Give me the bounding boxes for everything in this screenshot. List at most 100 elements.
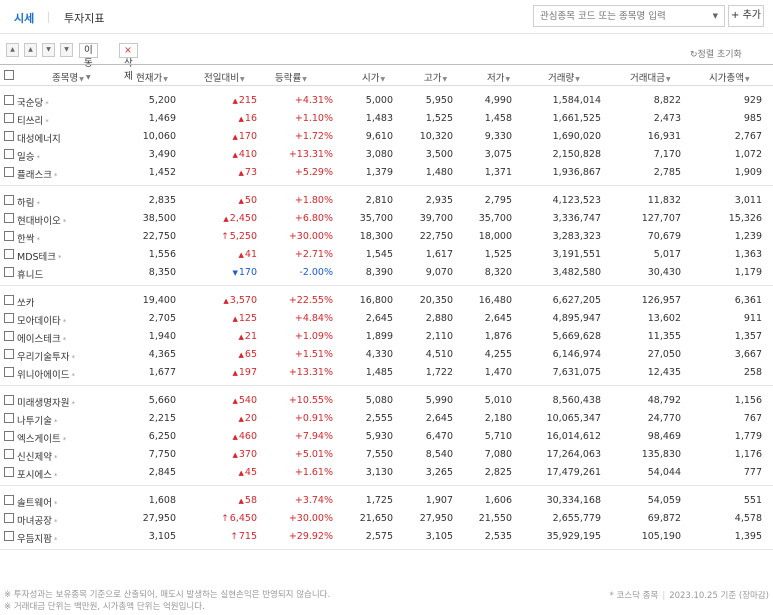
row-checkbox[interactable] [4, 367, 14, 377]
stock-name[interactable]: 플래스크 * [17, 167, 57, 181]
stock-name-text: 국순당 [17, 98, 44, 109]
row-checkbox[interactable] [4, 113, 14, 123]
move-down-icon[interactable]: ▼ [42, 43, 55, 57]
stock-name[interactable]: 한싹 * [17, 231, 40, 245]
stock-name[interactable]: MDS테크 * [17, 249, 62, 263]
table-row[interactable]: 한싹 * 22,750 ↑5,250 +30.00% 18,300 22,750 18,000… [0, 228, 773, 246]
stock-name[interactable]: 모아데이타 * [17, 313, 66, 327]
table-row[interactable]: 티쓰리 * 1,469 ▲16 +1.10% 1,483 1,525 1,458 1,661,5… [0, 110, 773, 128]
row-checkbox[interactable] [4, 249, 14, 259]
col-open-header[interactable]: 시가▼ [362, 70, 385, 84]
table-row[interactable]: 현대바이오 * 38,500 ▲2,450 +6.80% 35,700 39,700 35,7… [0, 210, 773, 228]
stock-name[interactable]: 엑스게이트 * [17, 431, 66, 445]
row-checkbox[interactable] [4, 149, 14, 159]
table-row[interactable]: 포시에스 * 2,845 ▲45 +1.61% 3,130 3,265 2,825 17,479… [0, 464, 773, 482]
row-checkbox[interactable] [4, 195, 14, 205]
row-checkbox[interactable] [4, 495, 14, 505]
stock-name-text: 하림 [17, 198, 35, 209]
table-row[interactable]: 하림 * 2,835 ▲50 +1.80% 2,810 2,935 2,795 4,123,52… [0, 192, 773, 210]
row-checkbox[interactable] [4, 331, 14, 341]
move-top-icon[interactable]: ▲ [6, 43, 19, 57]
open-price: 18,300 [359, 231, 393, 242]
high-price: 3,105 [425, 531, 453, 542]
stock-name[interactable]: 하림 * [17, 195, 40, 209]
stock-name[interactable]: 미래생명자원 * [17, 395, 75, 409]
market-cap: 1,357 [734, 331, 762, 342]
reset-sort-button[interactable]: ↻정렬 초기화 [690, 47, 742, 60]
stock-name[interactable]: 나투기술 * [17, 413, 57, 427]
table-row[interactable]: 나투기술 * 2,215 ▲20 +0.91% 2,555 2,645 2,180 10,065… [0, 410, 773, 428]
delete-button[interactable]: × 삭제 [119, 43, 138, 82]
stock-name[interactable]: 휴니드 [17, 267, 43, 281]
table-row[interactable]: MDS테크 * 1,556 ▲41 +2.71% 1,545 1,617 1,525 3,191… [0, 246, 773, 264]
table-row[interactable]: 모아데이타 * 2,705 ▲125 +4.84% 2,645 2,880 2,645 4,89… [0, 310, 773, 328]
row-checkbox[interactable] [4, 395, 14, 405]
row-checkbox[interactable] [4, 295, 14, 305]
table-row[interactable]: 위니아에이드 * 1,677 ▲197 +13.31% 1,485 1,722 1,470 7,… [0, 364, 773, 382]
move-bottom-icon[interactable]: ▼ [60, 43, 73, 57]
table-row[interactable]: 미래생명자원 * 5,660 ▲540 +10.55% 5,080 5,990 5,010 8,… [0, 392, 773, 410]
stock-search-input[interactable] [534, 6, 704, 26]
col-rate-header[interactable]: 등락률▼ [275, 70, 307, 84]
col-amount-header[interactable]: 거래대금▼ [630, 70, 671, 84]
move-dropdown[interactable]: 이동▼ [79, 43, 98, 81]
stock-name[interactable]: 마녀공장 * [17, 513, 57, 527]
stock-name[interactable]: 우리기술투자 * [17, 349, 75, 363]
stock-name[interactable]: 솔트웨어 * [17, 495, 57, 509]
stock-name[interactable]: 쏘카 [17, 295, 34, 309]
table-row[interactable]: 휴니드 8,350 ▼170 -2.00% 8,390 9,070 8,320 3,482,5… [0, 264, 773, 282]
table-row[interactable]: 에이스테크 * 1,940 ▲21 +1.09% 1,899 2,110 1,876 5,669… [0, 328, 773, 346]
table-row[interactable]: 신신제약 * 7,750 ▲370 +5.01% 7,550 8,540 7,080 17,26… [0, 446, 773, 464]
stock-name[interactable]: 티쓰리 * [17, 113, 49, 127]
stock-name[interactable]: 현대바이오 * [17, 213, 66, 227]
stock-name[interactable]: 에이스테크 * [17, 331, 66, 345]
change-amount: 370 [238, 449, 257, 460]
table-row[interactable]: 쏘카 19,400 ▲3,570 +22.55% 16,800 20,350 16,480 6… [0, 292, 773, 310]
table-row[interactable]: 엑스게이트 * 6,250 ▲460 +7.94% 5,930 6,470 5,710 16,0… [0, 428, 773, 446]
col-cap-header[interactable]: 시가총액▼ [709, 70, 750, 84]
row-checkbox[interactable] [4, 431, 14, 441]
row-checkbox[interactable] [4, 167, 14, 177]
row-checkbox[interactable] [4, 449, 14, 459]
row-checkbox[interactable] [4, 131, 14, 141]
col-change-header[interactable]: 전일대비▼ [204, 70, 245, 84]
tab-investment-indicators[interactable]: 투자지표 [64, 12, 105, 25]
col-price-header[interactable]: 현재가▼ [136, 70, 168, 84]
table-row[interactable]: 솔트웨어 * 1,608 ▲58 +3.74% 1,725 1,907 1,606 30,334… [0, 492, 773, 510]
stock-name[interactable]: 국순당 * [17, 95, 49, 109]
col-low-header[interactable]: 저가▼ [487, 70, 510, 84]
table-row[interactable]: 대성에너지 10,060 ▲170 +1.72% 9,610 10,320 9,330 1,6… [0, 128, 773, 146]
change-rate: +29.92% [288, 531, 333, 542]
move-up-icon[interactable]: ▲ [24, 43, 37, 57]
row-checkbox[interactable] [4, 267, 14, 277]
table-row[interactable]: 마녀공장 * 27,950 ↑6,450 +30.00% 21,650 27,950 21,5… [0, 510, 773, 528]
stock-name[interactable]: 포시에스 * [17, 467, 57, 481]
row-checkbox[interactable] [4, 531, 14, 541]
row-checkbox[interactable] [4, 349, 14, 359]
row-checkbox[interactable] [4, 313, 14, 323]
row-checkbox[interactable] [4, 513, 14, 523]
change-value: ▲21 [239, 331, 257, 342]
stock-name[interactable]: 위니아에이드 * [17, 367, 75, 381]
table-row[interactable]: 국순당 * 5,200 ▲215 +4.31% 5,000 5,950 4,990 1,584,… [0, 92, 773, 110]
select-all-checkbox[interactable] [4, 70, 14, 80]
row-checkbox[interactable] [4, 95, 14, 105]
col-volume-header[interactable]: 거래량▼ [548, 70, 580, 84]
stock-name[interactable]: 대성에너지 [17, 131, 61, 145]
stock-name[interactable]: 우듬지팜 * [17, 531, 57, 545]
row-checkbox[interactable] [4, 467, 14, 477]
table-row[interactable]: 일승 * 3,490 ▲410 +13.31% 3,080 3,500 3,075 2,150,… [0, 146, 773, 164]
table-row[interactable]: 플래스크 * 1,452 ▲73 +5.29% 1,379 1,480 1,371 1,936,… [0, 164, 773, 182]
row-checkbox[interactable] [4, 231, 14, 241]
row-checkbox[interactable] [4, 413, 14, 423]
row-checkbox[interactable] [4, 213, 14, 223]
stock-name[interactable]: 일승 * [17, 149, 40, 163]
table-row[interactable]: 우듬지팜 * 3,105 ↑715 +29.92% 2,575 3,105 2,535 35,9… [0, 528, 773, 546]
chevron-down-icon[interactable]: ▼ [712, 12, 718, 20]
col-name-header[interactable]: 종목명▼ [52, 70, 84, 84]
stock-name[interactable]: 신신제약 * [17, 449, 57, 463]
col-high-header[interactable]: 고가▼ [424, 70, 447, 84]
tab-price[interactable]: 시세 [14, 12, 35, 25]
table-row[interactable]: 우리기술투자 * 4,365 ▲65 +1.51% 4,330 4,510 4,255 6,14… [0, 346, 773, 364]
add-stock-button[interactable]: + 추가 [728, 5, 764, 27]
